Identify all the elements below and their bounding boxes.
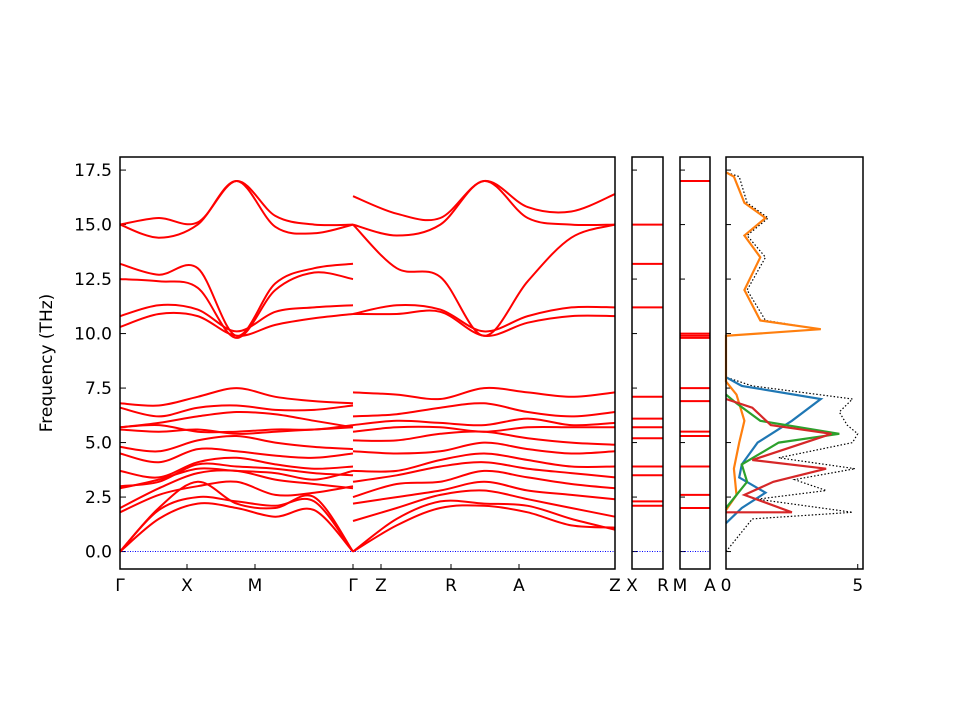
band-line <box>119 502 354 553</box>
band-line <box>352 179 616 222</box>
y-tick-label: 2.5 <box>85 488 112 508</box>
dos-x-tick-label: 0 <box>721 576 732 596</box>
band-line <box>352 417 616 427</box>
band-line <box>352 504 616 553</box>
high-symmetry-label: Γ <box>115 576 125 596</box>
panel-frame <box>119 156 616 570</box>
y-tick-label: 10.0 <box>74 325 112 345</box>
band-line <box>352 179 616 237</box>
high-symmetry-label: A <box>704 576 716 596</box>
high-symmetry-label: R <box>445 576 457 596</box>
y-tick-label: 0.0 <box>85 543 112 563</box>
band-line <box>352 386 616 401</box>
chart-panels: 0.02.55.07.510.012.515.017.5Γ X M Γ Z R A Z X R M A… <box>74 156 864 596</box>
band-line <box>119 271 354 339</box>
dos-curve <box>725 393 840 509</box>
panel-frame <box>631 156 664 570</box>
band-line <box>352 461 616 483</box>
band-line <box>352 441 616 455</box>
band-line <box>352 469 616 499</box>
high-symmetry-label: Z <box>609 576 621 596</box>
band-line <box>119 404 354 418</box>
high-symmetry-label: X <box>626 576 638 596</box>
band-line <box>119 387 354 407</box>
band-line <box>119 434 354 453</box>
dos-curve <box>724 171 821 511</box>
panel-frame <box>679 156 711 570</box>
y-tick-label: 17.5 <box>74 161 112 181</box>
high-symmetry-label: R <box>657 576 669 596</box>
high-symmetry-label: M <box>248 576 263 596</box>
band-line <box>352 223 616 337</box>
high-symmetry-label: X <box>181 576 193 596</box>
y-tick-label: 7.5 <box>85 379 112 399</box>
y-tick-label: 5.0 <box>85 434 112 454</box>
y-axis-label: Frequency (THz) <box>37 294 57 433</box>
band-line <box>119 262 354 337</box>
dos-curve <box>725 376 824 524</box>
band-line <box>352 489 616 522</box>
band-line <box>119 311 354 337</box>
band-line <box>119 303 354 333</box>
panel-frame <box>725 156 864 570</box>
band-line <box>119 456 354 479</box>
band-line <box>352 402 616 418</box>
high-symmetry-label: Z <box>375 576 387 596</box>
band-line <box>119 179 354 239</box>
band-line <box>119 480 354 514</box>
band-line <box>119 423 354 434</box>
high-symmetry-label: Γ <box>348 576 358 596</box>
band-line <box>119 447 354 464</box>
dos-x-tick-label: 5 <box>852 576 863 596</box>
y-tick-label: 12.5 <box>74 270 112 290</box>
band-line <box>119 410 354 429</box>
band-line <box>119 480 354 553</box>
high-symmetry-label: A <box>513 576 525 596</box>
band-line <box>352 425 615 433</box>
band-line <box>352 480 616 505</box>
band-line <box>352 452 616 473</box>
band-line <box>119 462 354 488</box>
band-line <box>352 499 616 553</box>
high-symmetry-label: M <box>673 576 688 596</box>
y-tick-label: 15.0 <box>74 216 112 236</box>
band-line <box>119 467 354 490</box>
band-line <box>119 495 354 553</box>
band-line <box>352 303 616 333</box>
dos-curve <box>725 397 832 514</box>
band-line <box>119 180 354 227</box>
